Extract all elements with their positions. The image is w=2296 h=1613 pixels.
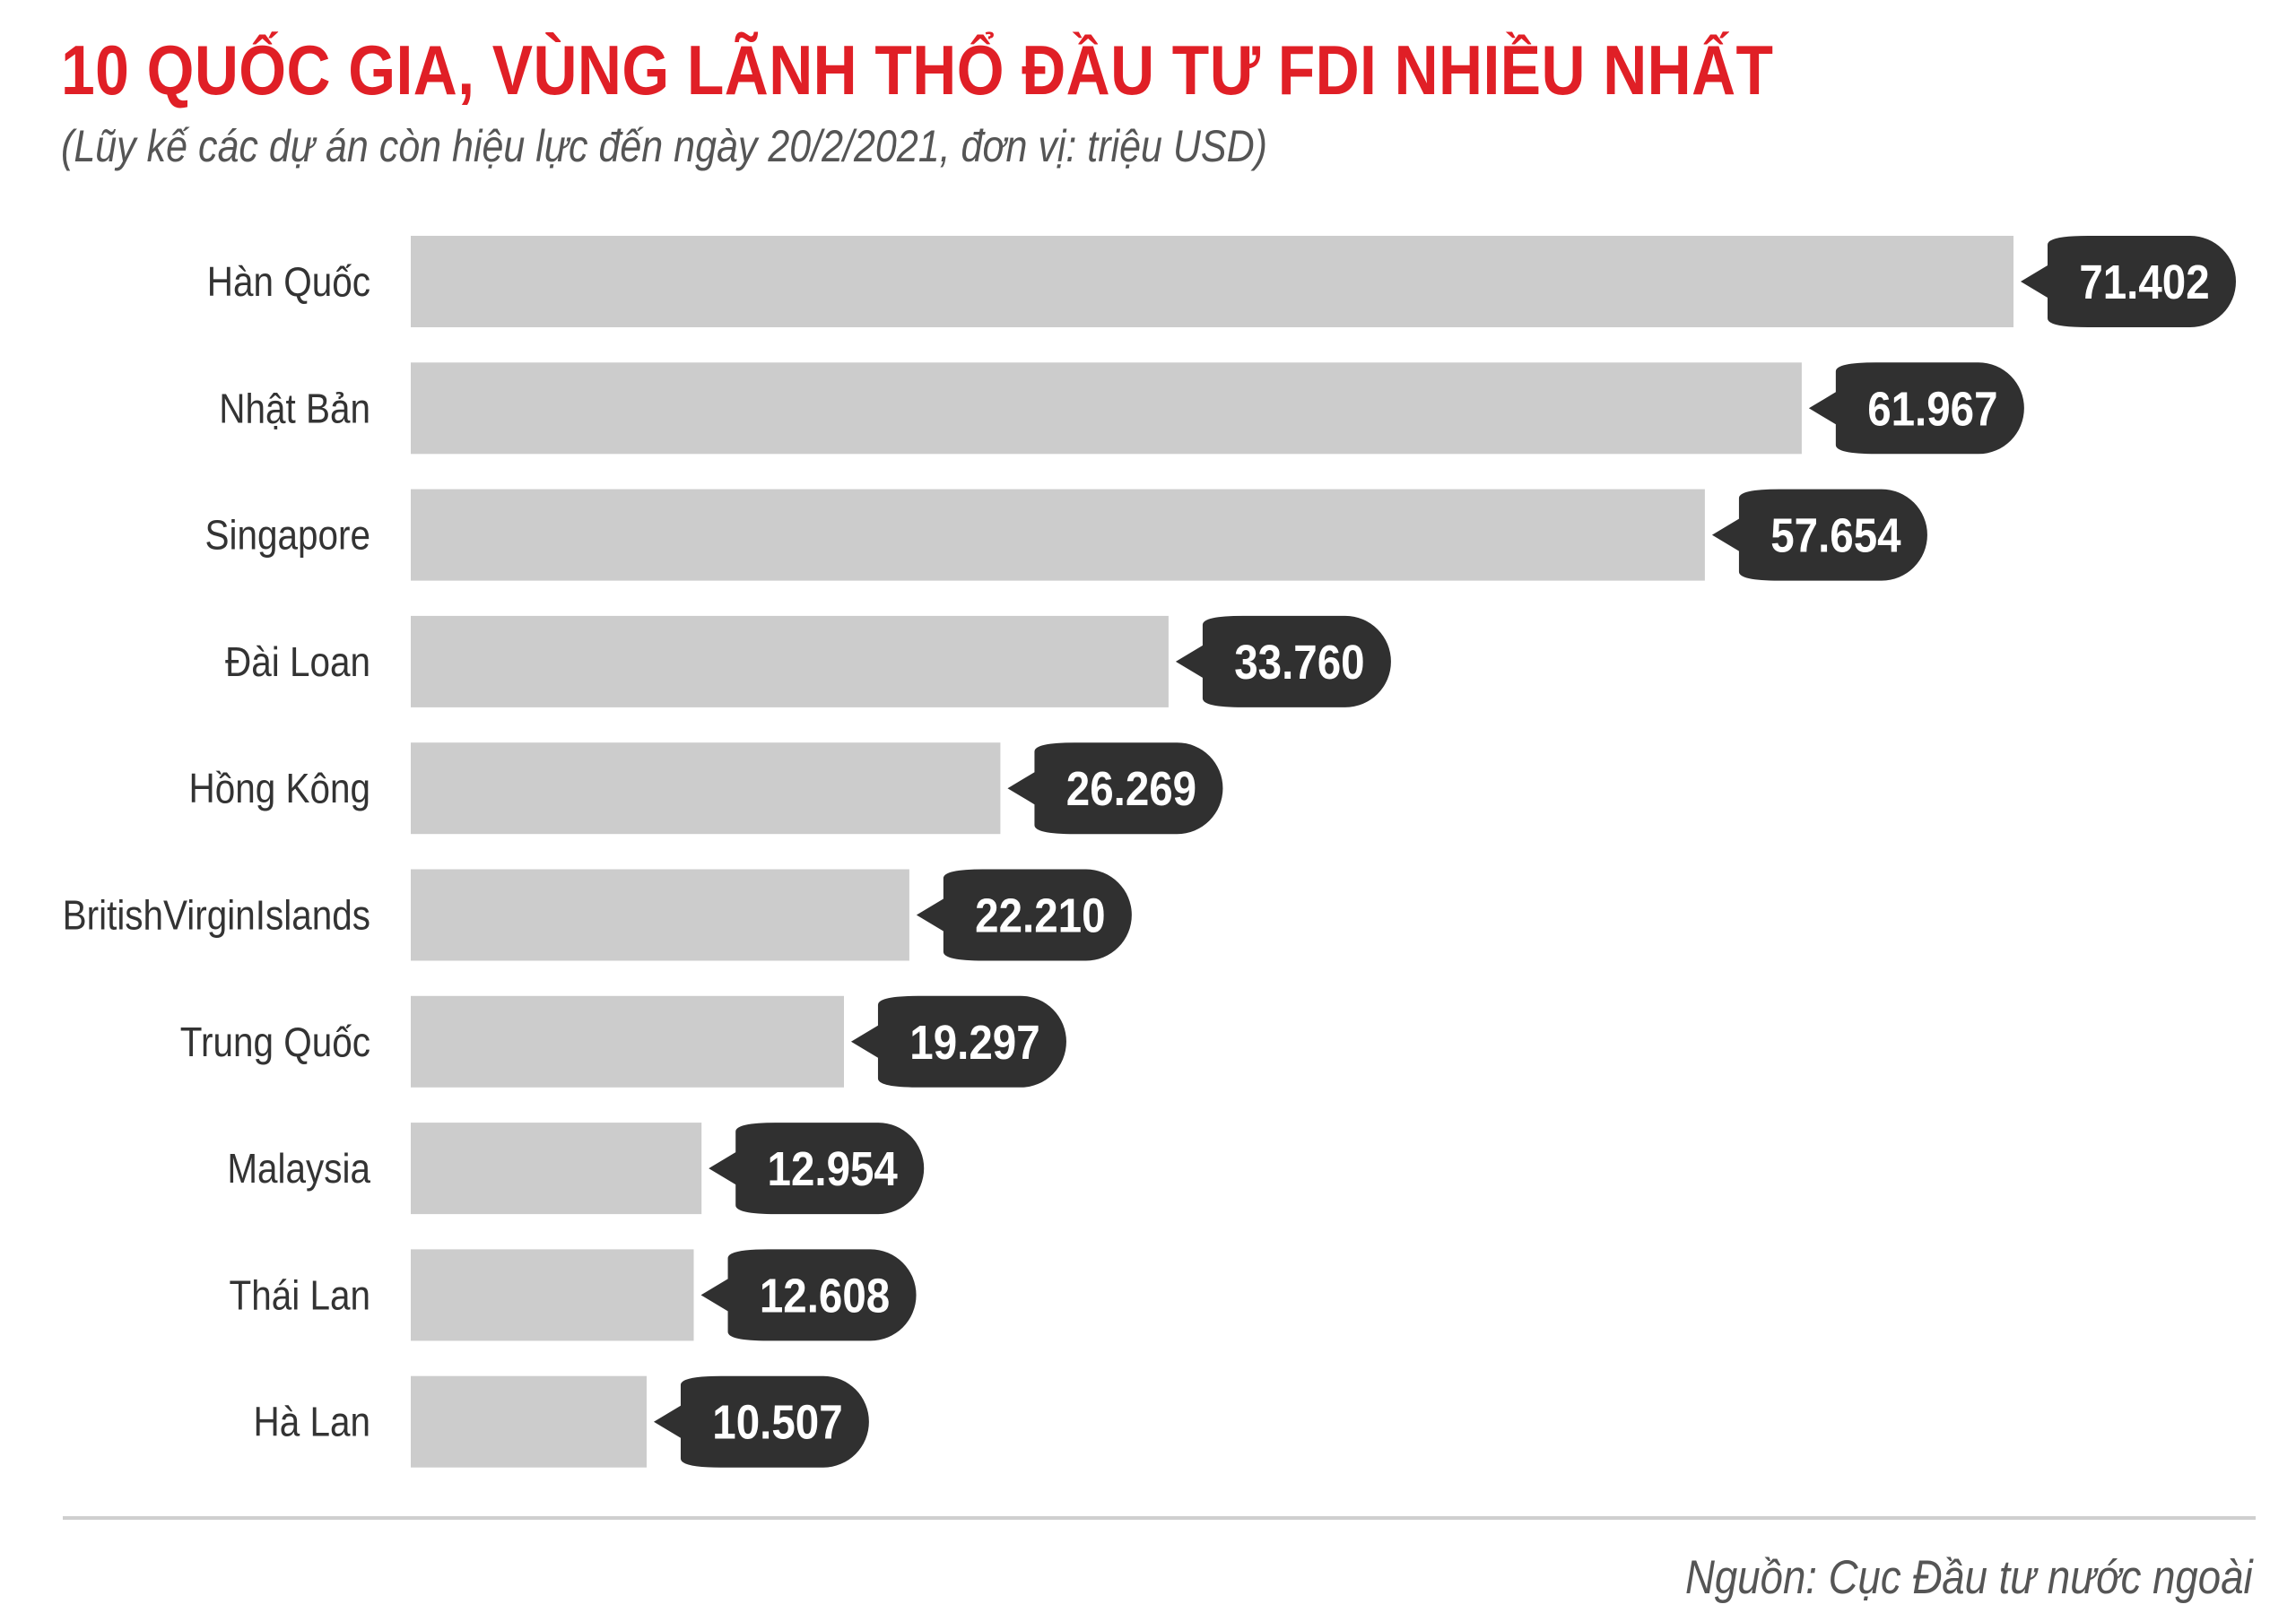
category-label: Nhật Bản xyxy=(219,386,370,432)
category-label: Malaysia xyxy=(227,1147,371,1192)
bar-group: Singapore 57.654 xyxy=(205,489,1927,581)
bar-group: Malaysia 12.954 xyxy=(227,1123,925,1215)
value-label: 61.967 xyxy=(1867,381,1997,436)
chart-title: 10 QUỐC GIA, VÙNG LÃNH THỔ ĐẦU TƯ FDI NH… xyxy=(61,30,1774,109)
bar xyxy=(411,1375,647,1468)
bar-group: BritishVirginIslands 22.210 xyxy=(63,869,1132,961)
chart-subtitle: (Lũy kế các dự án còn hiệu lực đến ngày … xyxy=(61,121,1267,171)
bar xyxy=(411,489,1705,581)
value-callout xyxy=(1007,742,1223,835)
value-label: 33.760 xyxy=(1234,635,1364,689)
category-label: BritishVirginIslands xyxy=(63,893,370,939)
value-label: 12.608 xyxy=(760,1269,890,1323)
category-label: Trung Quốc xyxy=(180,1019,370,1065)
category-label: Thái Lan xyxy=(230,1273,370,1319)
category-label: Singapore xyxy=(205,513,370,559)
category-label: Đài Loan xyxy=(225,640,370,686)
bar xyxy=(411,742,1001,835)
value-callout xyxy=(1808,362,2024,455)
value-callout xyxy=(1711,489,1927,581)
bar xyxy=(411,995,844,1088)
category-label: Hàn Quốc xyxy=(207,260,370,306)
value-label: 57.654 xyxy=(1770,508,1901,563)
bar-group: Đài Loan 33.760 xyxy=(225,615,1391,707)
bar-group: Hồng Kông 26.269 xyxy=(189,742,1223,835)
bar xyxy=(411,869,909,961)
bar-group: Trung Quốc 19.297 xyxy=(180,995,1066,1088)
footer-divider xyxy=(63,1516,2256,1520)
value-label: 71.402 xyxy=(2079,255,2209,309)
value-callout xyxy=(709,1123,925,1215)
category-label: Hà Lan xyxy=(254,1400,370,1445)
bar-group: Nhật Bản 61.967 xyxy=(219,362,2024,455)
bar xyxy=(411,1249,694,1341)
bar-group: Hà Lan 10.507 xyxy=(254,1375,869,1468)
value-callout xyxy=(653,1375,869,1468)
bar-chart: Hàn Quốc 71.402 Nhật Bản 61.967 Singapore 57.… xyxy=(63,236,2236,1468)
value-label: 26.269 xyxy=(1066,761,1196,816)
value-callout xyxy=(2021,236,2236,327)
bar xyxy=(411,615,1169,707)
value-label: 12.954 xyxy=(768,1141,899,1196)
value-callout xyxy=(1175,615,1391,707)
bar xyxy=(411,362,1802,455)
value-callout xyxy=(850,995,1066,1088)
source-note: Nguồn: Cục Đầu tư nước ngoài xyxy=(1685,1551,2253,1604)
category-label: Hồng Kông xyxy=(189,767,370,812)
bar xyxy=(411,1123,702,1215)
value-callout xyxy=(916,869,1132,961)
bar xyxy=(411,236,2013,327)
value-label: 19.297 xyxy=(909,1015,1039,1070)
bar-group: Hàn Quốc 71.402 xyxy=(207,236,2236,327)
value-label: 22.210 xyxy=(975,889,1105,943)
value-callout xyxy=(700,1249,917,1341)
bar-group: Thái Lan 12.608 xyxy=(230,1249,917,1341)
value-label: 10.507 xyxy=(712,1395,842,1450)
